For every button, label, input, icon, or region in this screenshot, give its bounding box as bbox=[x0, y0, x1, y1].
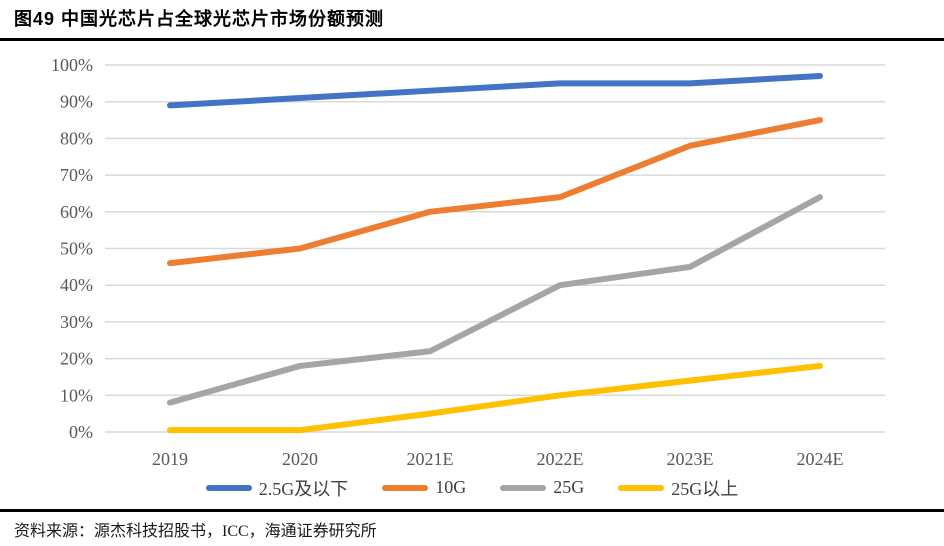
y-tick-label: 40% bbox=[60, 275, 93, 295]
footer-divider bbox=[0, 508, 944, 512]
x-tick-label: 2021E bbox=[407, 449, 454, 469]
line-chart: 0% 10% 20% 30% 40% 50% 60% 70% 80% 90% 100% 2019 202… bbox=[0, 41, 944, 471]
x-tick-label: 2020 bbox=[282, 449, 318, 469]
legend-label: 25G以上 bbox=[671, 478, 739, 499]
y-tick-label: 20% bbox=[60, 348, 93, 368]
x-tick-label: 2023E bbox=[667, 449, 714, 469]
y-tick-label: 60% bbox=[60, 201, 93, 221]
y-tick-label: 90% bbox=[60, 91, 93, 111]
legend-swatch-icon bbox=[205, 484, 252, 491]
series-line-2 bbox=[167, 193, 823, 406]
legend-swatch-icon bbox=[618, 484, 665, 491]
series-line-1 bbox=[167, 116, 823, 266]
source-note: 资料来源：源杰科技招股书，ICC，海通证券研究所 bbox=[14, 522, 377, 540]
y-tick-label: 30% bbox=[60, 311, 93, 331]
y-tick-label: 10% bbox=[60, 385, 93, 405]
legend-item-1: 10G bbox=[382, 477, 466, 498]
y-tick-label: 50% bbox=[60, 238, 93, 258]
legend-item-0: 2.5G及以下 bbox=[205, 475, 349, 501]
x-tick-label: 2019 bbox=[152, 449, 188, 469]
chart-legend: 2.5G及以下 10G 25G 25G以上 bbox=[0, 473, 944, 503]
chart-canvas: 0% 10% 20% 30% 40% 50% 60% 70% 80% 90% 100% 2019 202… bbox=[51, 55, 885, 469]
x-tick-label: 2024E bbox=[797, 449, 844, 469]
y-tick-label: 70% bbox=[60, 165, 93, 185]
legend-swatch-icon bbox=[382, 484, 429, 491]
legend-label: 25G bbox=[553, 477, 585, 498]
legend-label: 2.5G及以下 bbox=[258, 478, 349, 499]
legend-item-2: 25G bbox=[500, 477, 584, 498]
y-tick-label: 0% bbox=[69, 422, 93, 442]
y-tick-label: 80% bbox=[60, 128, 93, 148]
y-tick-label: 100% bbox=[51, 55, 93, 75]
figure-title: 图49 中国光芯片占全球光芯片市场份额预测 bbox=[14, 9, 385, 29]
series-line-3 bbox=[167, 362, 823, 433]
legend-label: 10G bbox=[435, 477, 467, 498]
legend-item-3: 25G以上 bbox=[618, 475, 738, 501]
title-divider bbox=[0, 37, 944, 41]
x-tick-label: 2022E bbox=[537, 449, 584, 469]
series-line-0 bbox=[167, 72, 823, 108]
legend-swatch-icon bbox=[500, 484, 547, 491]
